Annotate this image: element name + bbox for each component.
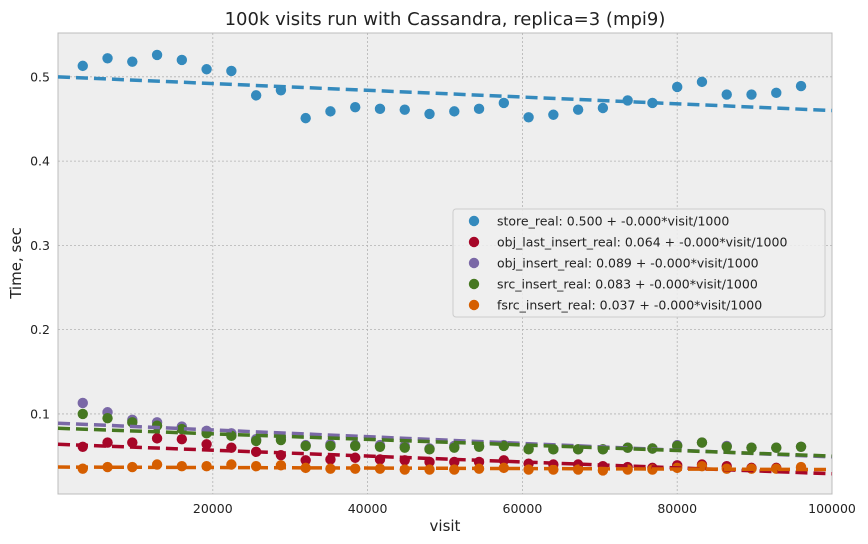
fit-line-1 bbox=[57, 75, 833, 113]
legend-entry: obj_insert_real: 0.089 + -0.000*visit/10… bbox=[497, 256, 759, 271]
data-point bbox=[597, 102, 609, 114]
data-point bbox=[572, 104, 584, 115]
x-tick-label: 100000 bbox=[808, 501, 856, 516]
fit-line-2 bbox=[57, 442, 833, 476]
data-point bbox=[77, 408, 88, 420]
data-point bbox=[572, 464, 584, 475]
legend-marker bbox=[468, 215, 480, 227]
y-tick-label: 0.3 bbox=[30, 238, 50, 253]
data-point bbox=[350, 101, 361, 113]
data-point bbox=[102, 461, 113, 473]
legend-marker bbox=[468, 299, 480, 311]
data-point bbox=[127, 56, 138, 67]
data-point bbox=[151, 49, 163, 61]
data-point bbox=[250, 435, 262, 447]
data-point bbox=[325, 440, 336, 452]
data-point bbox=[374, 463, 386, 474]
data-point bbox=[399, 442, 410, 453]
data-point bbox=[102, 53, 113, 64]
legend-marker bbox=[468, 257, 480, 269]
data-point bbox=[350, 440, 361, 452]
data-point bbox=[374, 103, 386, 115]
data-point bbox=[77, 397, 88, 409]
data-point bbox=[374, 441, 386, 453]
x-tick-label: 20000 bbox=[193, 501, 233, 516]
data-point bbox=[771, 87, 782, 99]
data-point bbox=[151, 433, 163, 444]
data-point bbox=[498, 462, 510, 474]
data-point bbox=[523, 112, 534, 123]
ticks: 20000 40000 60000 80000 100000 0.1 0.2 0.3 0.4 0.… bbox=[30, 69, 856, 516]
fit-line-5 bbox=[57, 465, 833, 472]
legend-entry: obj_last_insert_real: 0.064 + -0.000*vis… bbox=[497, 235, 787, 250]
data-point bbox=[300, 440, 311, 452]
legend-marker bbox=[468, 278, 480, 290]
data-point bbox=[498, 97, 510, 109]
data-point bbox=[795, 441, 807, 453]
y-tick-label: 0.4 bbox=[30, 154, 50, 169]
data-point bbox=[325, 106, 336, 117]
legend-entry: store_real: 0.500 + -0.000*visit/1000 bbox=[497, 214, 729, 229]
data-point bbox=[300, 112, 311, 124]
legend-entry: fsrc_insert_real: 0.037 + -0.000*visit/1… bbox=[497, 298, 762, 313]
fit-line-4 bbox=[57, 426, 833, 458]
data-point bbox=[176, 434, 188, 445]
data-point bbox=[771, 442, 782, 453]
fit-line-3 bbox=[57, 421, 833, 459]
data-point bbox=[449, 442, 460, 453]
data-point bbox=[77, 60, 88, 72]
data-point bbox=[127, 437, 138, 448]
y-tick-label: 0.1 bbox=[30, 406, 50, 421]
data-point bbox=[721, 441, 732, 453]
data-point bbox=[746, 89, 757, 100]
y-tick-label: 0.5 bbox=[30, 69, 50, 84]
data-point bbox=[424, 444, 435, 455]
data-point bbox=[672, 81, 683, 93]
x-tick-label: 40000 bbox=[348, 501, 388, 516]
data-point bbox=[300, 462, 311, 474]
data-point bbox=[548, 109, 559, 120]
data-point bbox=[696, 76, 708, 88]
data-point bbox=[325, 454, 336, 465]
data-point bbox=[399, 104, 410, 115]
chart-title: 100k visits run with Cassandra, replica=… bbox=[225, 9, 666, 30]
data-point bbox=[449, 106, 460, 117]
data-point bbox=[176, 54, 188, 66]
y-axis-label: Time, sec bbox=[7, 227, 25, 300]
x-tick-label: 60000 bbox=[503, 501, 543, 516]
data-point bbox=[746, 442, 757, 453]
data-point bbox=[201, 439, 212, 450]
data-point bbox=[424, 108, 435, 120]
data-point bbox=[102, 412, 113, 424]
data-point bbox=[226, 65, 237, 77]
data-point bbox=[250, 90, 262, 101]
data-point bbox=[721, 89, 732, 100]
legend-entry: src_insert_real: 0.083 + -0.000*visit/10… bbox=[497, 277, 758, 292]
series-group bbox=[57, 49, 833, 476]
data-point bbox=[795, 80, 807, 92]
data-point bbox=[300, 455, 311, 466]
y-tick-label: 0.2 bbox=[30, 322, 50, 337]
data-point bbox=[201, 64, 212, 75]
legend: store_real: 0.500 + -0.000*visit/1000 obj… bbox=[452, 208, 826, 318]
data-point bbox=[696, 437, 708, 448]
x-axis-label: visit bbox=[430, 517, 461, 535]
x-tick-label: 80000 bbox=[657, 501, 697, 516]
data-point bbox=[473, 103, 485, 115]
legend-box bbox=[452, 208, 826, 318]
legend-marker bbox=[468, 236, 480, 248]
